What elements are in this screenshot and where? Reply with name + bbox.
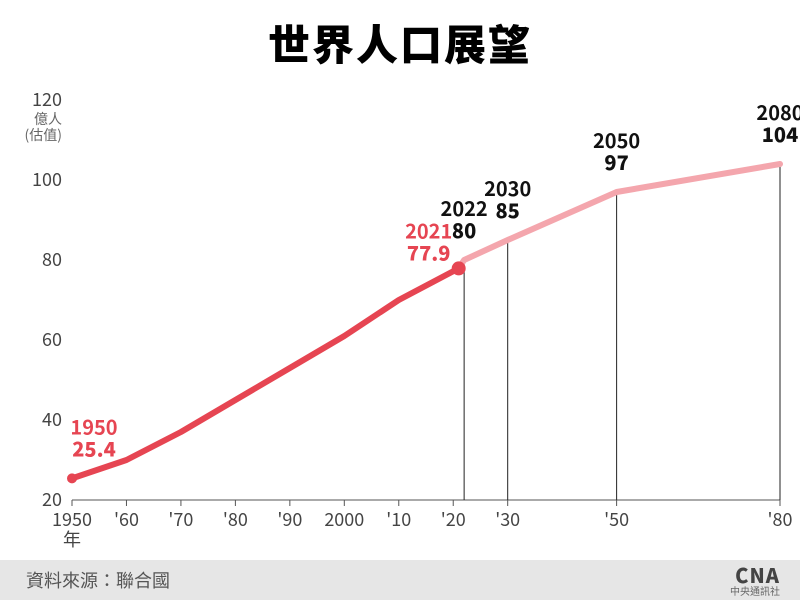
brand-name: CNA <box>730 565 780 585</box>
x-tick-label: '50 <box>604 506 629 532</box>
x-tick-label: '10 <box>386 506 411 532</box>
x-tick-label: '60 <box>114 506 139 532</box>
callout-value: 97 <box>604 147 628 176</box>
x-tick-label: '30 <box>495 506 520 532</box>
y-tick-label: 40 <box>42 406 62 432</box>
callout-value: 80 <box>452 215 476 244</box>
x-tick-label: '90 <box>277 506 302 532</box>
chart-title: 世界人口展望 <box>0 12 800 73</box>
callout-value: 25.4 <box>72 433 116 462</box>
y-tick-label: 60 <box>42 326 62 352</box>
data-marker <box>67 473 77 483</box>
data-marker <box>452 261 466 275</box>
x-tick-label: 2000 <box>324 506 364 532</box>
y-unit-2: (估值) <box>25 125 62 145</box>
x-tick-label: '20 <box>441 506 466 532</box>
y-tick-label: 80 <box>42 246 62 272</box>
y-tick-label: 100 <box>32 166 62 192</box>
source-label: 資料來源：聯合國 <box>26 567 170 593</box>
population-chart: 20406080100120億人(估值)1950'60'70'80'902000… <box>0 70 800 560</box>
brand-sub: 中央通訊社 <box>730 586 780 596</box>
x-unit: 年 <box>63 526 81 552</box>
callout-value: 77.9 <box>407 237 451 266</box>
x-tick-label: '70 <box>168 506 193 532</box>
x-tick-label: '80 <box>768 506 793 532</box>
callout-value: 104 <box>762 119 799 148</box>
callout-value: 85 <box>496 195 520 224</box>
brand-logo: CNA 中央通訊社 <box>730 565 780 596</box>
x-tick-label: '80 <box>223 506 248 532</box>
footer-bar: 資料來源：聯合國 CNA 中央通訊社 <box>0 560 800 600</box>
line-historical <box>72 268 459 478</box>
